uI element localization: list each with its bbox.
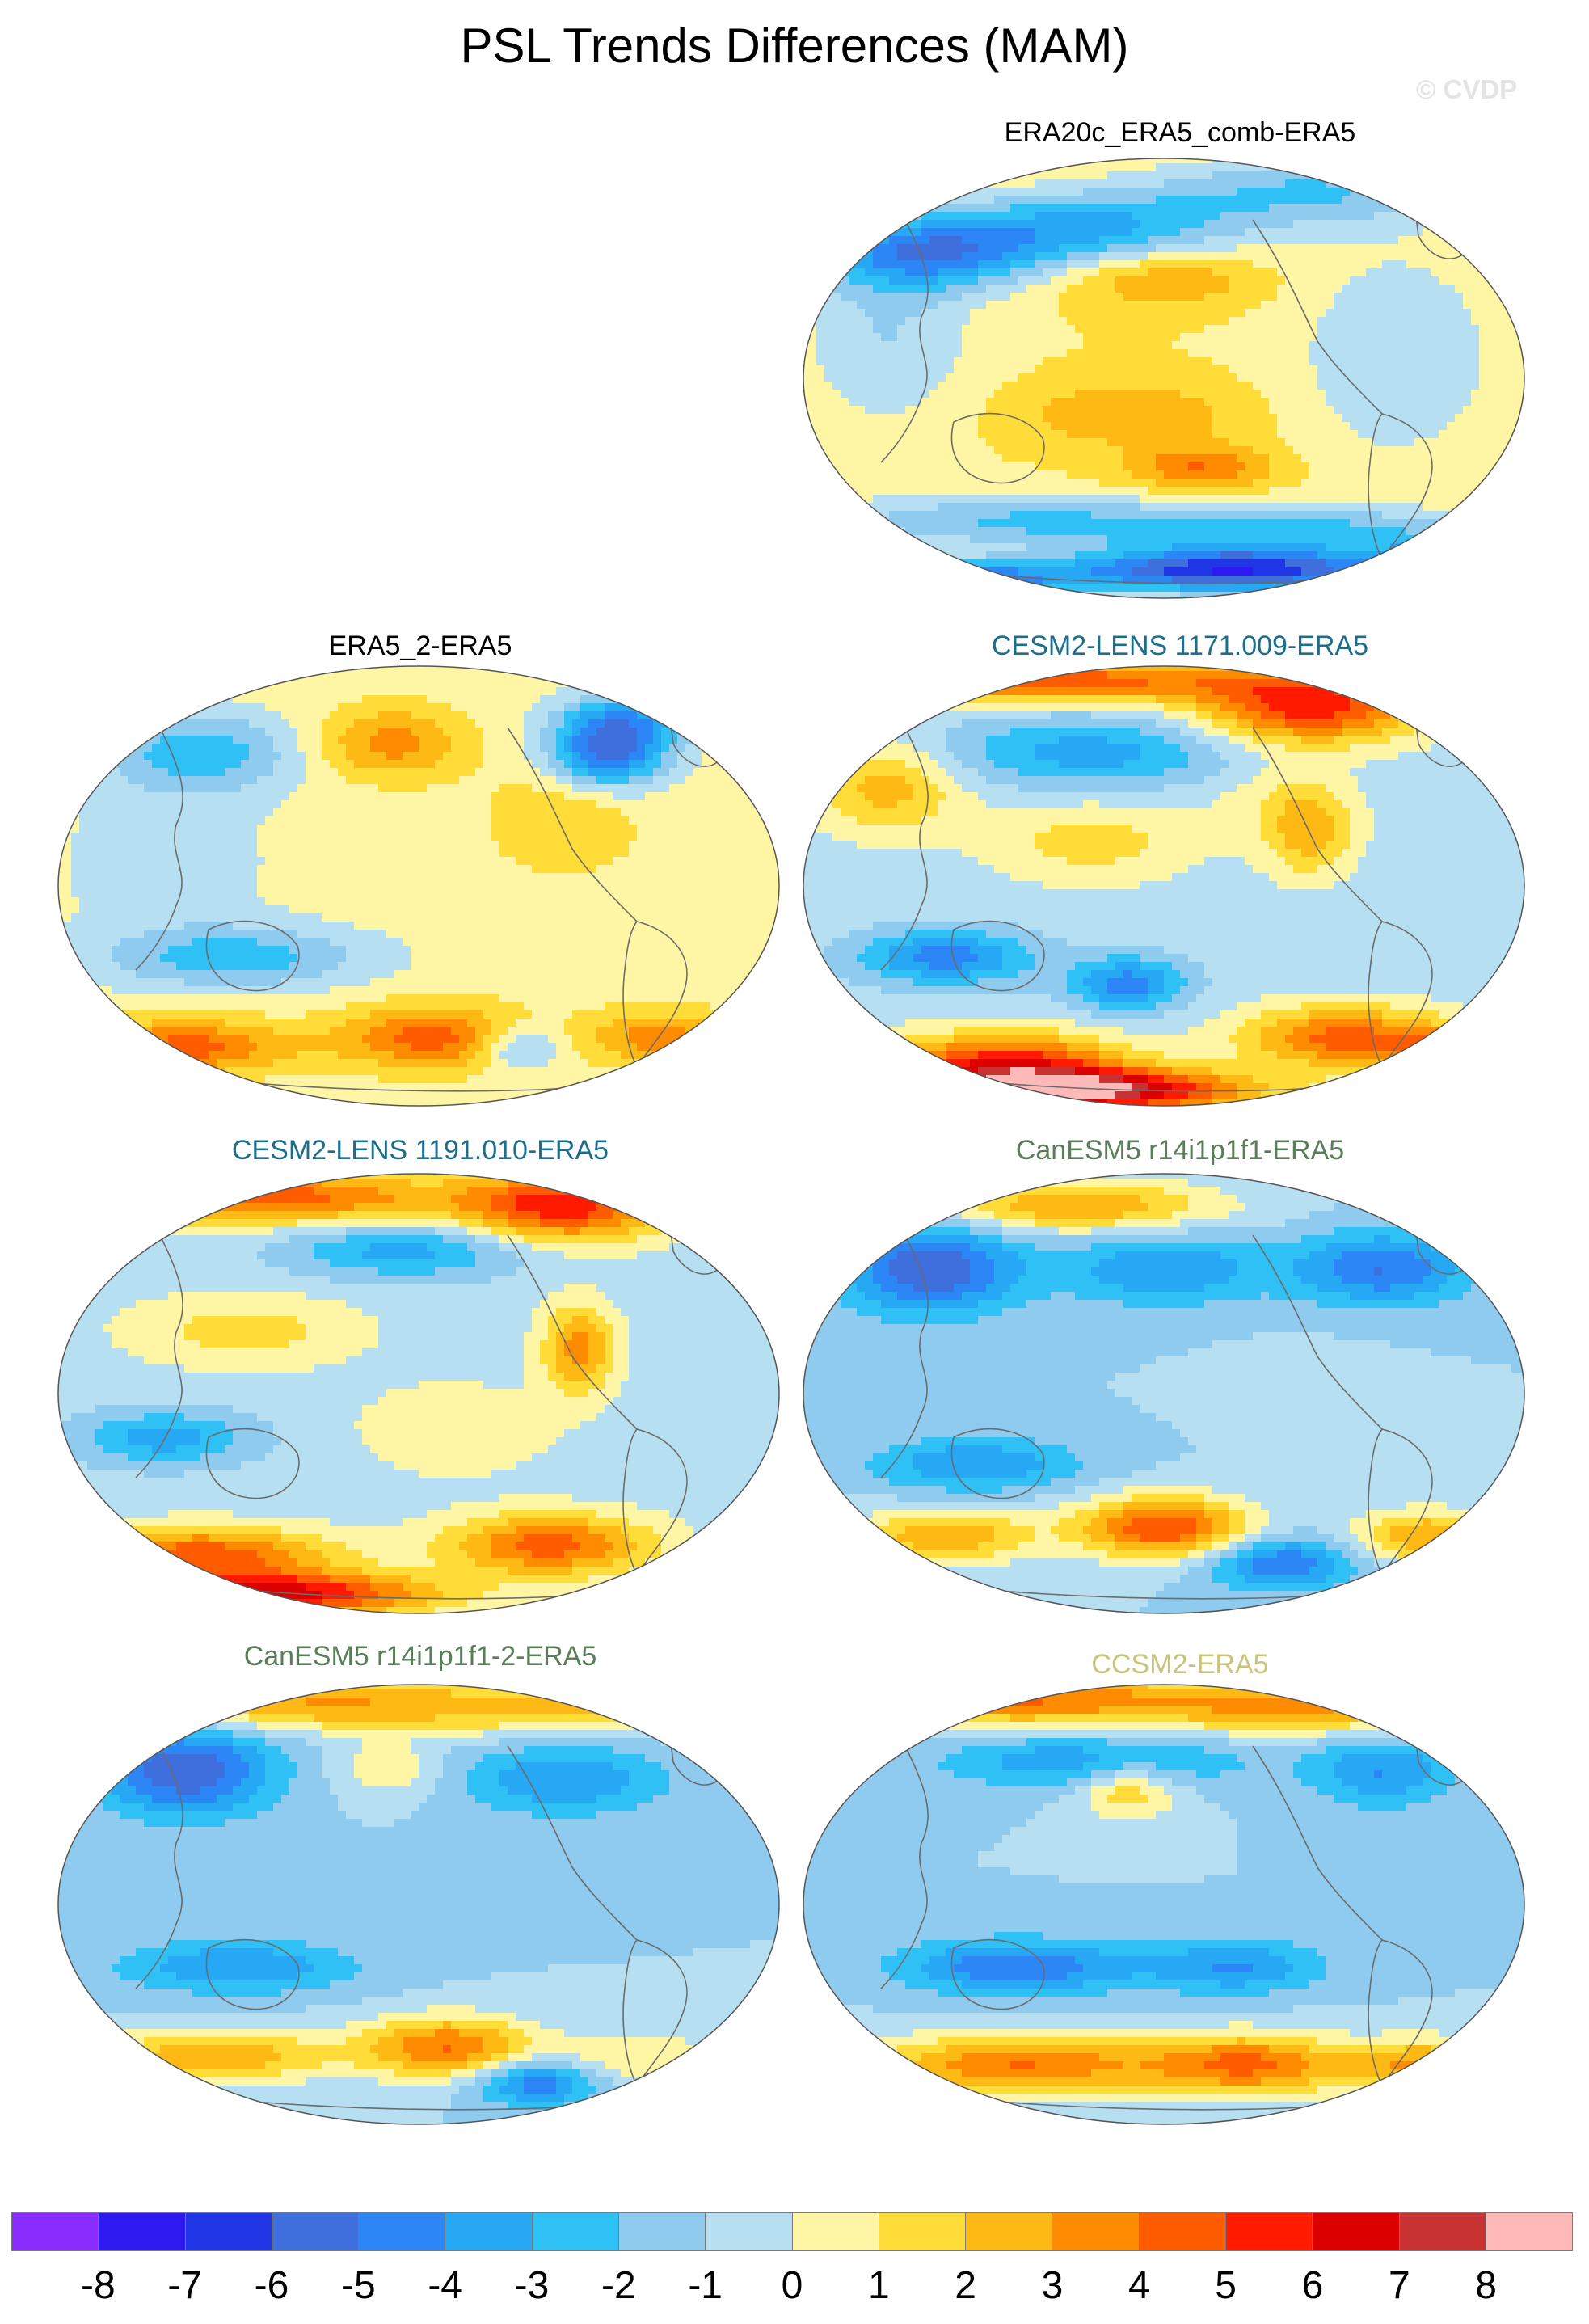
colorbar-swatch (1052, 2212, 1140, 2251)
colorbar-swatch (879, 2212, 967, 2251)
colorbar-swatch (1399, 2212, 1486, 2251)
colorbar-tick-label: -5 (341, 2263, 376, 2308)
panel-title-cesm1191: CESM2-LENS 1191.010-ERA5 (48, 1135, 792, 1166)
colorbar-tick-label: -3 (515, 2263, 550, 2308)
map-era5-2 (57, 665, 780, 1107)
colorbar-tick-label: 6 (1302, 2263, 1324, 2308)
map-canesm-2 (57, 1684, 780, 2125)
colorbar-tick-label: 2 (955, 2263, 976, 2308)
colorbar-swatch (618, 2212, 706, 2251)
colorbar-swatch (272, 2212, 360, 2251)
colorbar-tick-label: 1 (868, 2263, 890, 2308)
colorbar-tick-label: 0 (782, 2263, 803, 2308)
colorbar-swatch (966, 2212, 1053, 2251)
panel-title-ccsm2: CCSM2-ERA5 (808, 1649, 1552, 1681)
colorbar-swatch (359, 2212, 446, 2251)
map-border (57, 1173, 780, 1614)
colorbar-tick-label: 3 (1042, 2263, 1064, 2308)
colorbar-tick-labels: -8 -7 -6 -5 -4 -3 -2 -1 0 1 2 3 4 5 6 7 8 (0, 2263, 1589, 2312)
colorbar-swatch (792, 2212, 879, 2251)
cvdp-watermark: © CVDP (1416, 74, 1517, 105)
figure-title: PSL Trends Differences (MAM) (0, 18, 1589, 74)
colorbar-swatch (532, 2212, 619, 2251)
panel-title-era20c: ERA20c_ERA5_comb-ERA5 (808, 117, 1552, 149)
colorbar-tick-label: -7 (167, 2263, 202, 2308)
map-cesm1171 (803, 665, 1525, 1107)
map-border (57, 1684, 780, 2125)
colorbar-swatch (1486, 2212, 1574, 2251)
colorbar-swatch (99, 2212, 186, 2251)
map-border (803, 1173, 1525, 1614)
colorbar-swatch (445, 2212, 533, 2251)
map-border (803, 1684, 1525, 2125)
panel-title-canesm: CanESM5 r14i1p1f1-ERA5 (808, 1135, 1552, 1166)
colorbar (11, 2212, 1574, 2251)
map-border (803, 665, 1525, 1107)
colorbar-tick-label: 5 (1215, 2263, 1237, 2308)
colorbar-swatch (185, 2212, 272, 2251)
map-border (803, 158, 1525, 599)
colorbar-tick-label: 8 (1475, 2263, 1497, 2308)
colorbar-swatch (11, 2212, 99, 2251)
colorbar-swatch (1139, 2212, 1226, 2251)
panel-title-era5-2: ERA5_2-ERA5 (48, 631, 792, 662)
colorbar-tick-label: -2 (601, 2263, 636, 2308)
map-ccsm2 (803, 1684, 1525, 2125)
map-era20c (803, 158, 1525, 599)
colorbar-tick-label: -4 (428, 2263, 462, 2308)
panel-title-cesm1171: CESM2-LENS 1171.009-ERA5 (808, 631, 1552, 662)
map-border (57, 665, 780, 1107)
panel-title-canesm-2: CanESM5 r14i1p1f1-2-ERA5 (48, 1641, 792, 1672)
colorbar-tick-label: 4 (1128, 2263, 1150, 2308)
colorbar-swatch (706, 2212, 793, 2251)
colorbar-tick-label: -1 (688, 2263, 723, 2308)
map-cesm1191 (57, 1173, 780, 1614)
colorbar-tick-label: -6 (255, 2263, 289, 2308)
colorbar-swatch (1313, 2212, 1400, 2251)
colorbar-tick-label: 7 (1389, 2263, 1410, 2308)
colorbar-tick-label: -8 (81, 2263, 116, 2308)
colorbar-swatch (1225, 2212, 1313, 2251)
map-canesm (803, 1173, 1525, 1614)
